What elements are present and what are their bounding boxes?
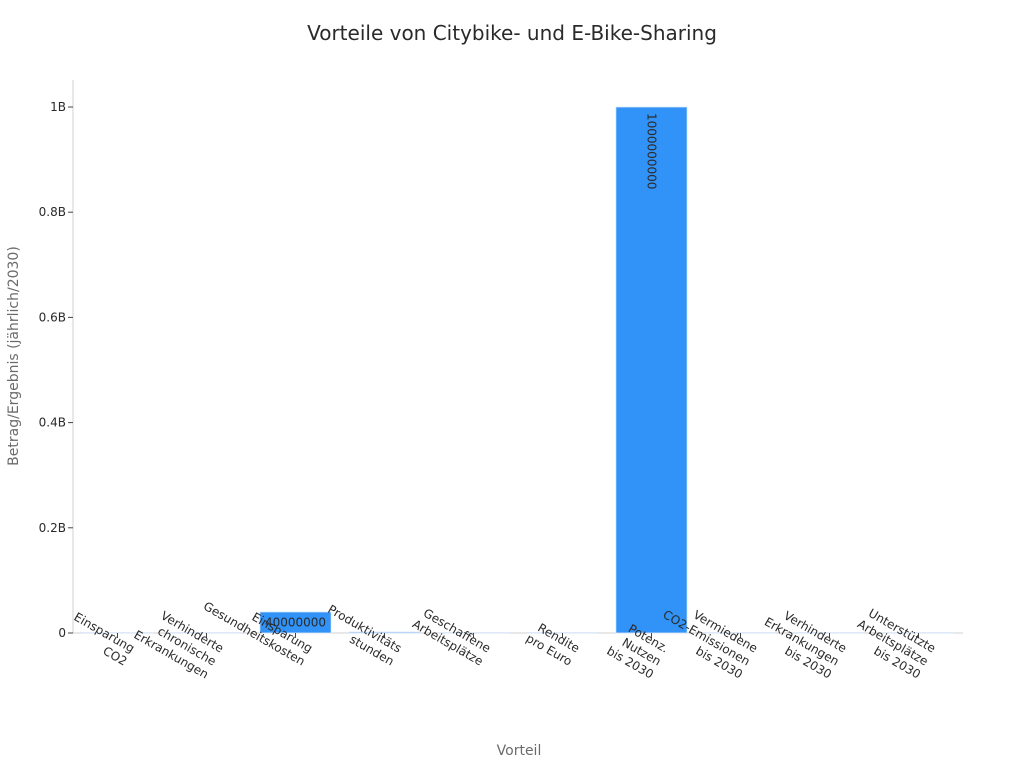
x-tick-label: Produktivitätsstunden (318, 602, 404, 668)
bar-data-label: 1000000000 (645, 113, 659, 189)
x-tick-label: GeschaffeneArbeitsplätze (410, 604, 493, 669)
x-tick-label: EinsparungCO2 (64, 610, 137, 669)
y-tick-label: 0.8B (39, 205, 66, 219)
y-tick-label: 0.6B (39, 310, 66, 324)
x-tick-label: Renditepro Euro (524, 618, 582, 668)
chart-title: Vorteile von Citybike- und E-Bike-Sharin… (307, 21, 717, 45)
bar-data-label: 40000000 (265, 615, 326, 629)
axes (72, 80, 963, 634)
bar (615, 106, 688, 634)
y-tick-label: 0.4B (39, 416, 66, 430)
y-tick-label: 0 (58, 626, 66, 640)
ticks: 0 0.2B 0.4B 0.6B 0.8B 1B EinsparungCO2 Verhinde… (39, 100, 938, 682)
bars: 40000000 1000000000 (81, 106, 955, 634)
y-axis-title: Betrag/Ergebnis (jährlich/2030) (6, 246, 22, 466)
x-tick-label: VerhinderteErkrankungenbis 2030 (754, 602, 849, 682)
x-axis-title: Vorteil (497, 743, 542, 759)
x-tick-label: VermiedeneCO2-Emissionenbis 2030 (653, 594, 760, 681)
y-tick-label: 1B (50, 100, 66, 114)
x-tick-label: UnterstützteArbeitsplätzebis 2030 (847, 604, 938, 682)
y-tick-label: 0.2B (39, 521, 66, 535)
